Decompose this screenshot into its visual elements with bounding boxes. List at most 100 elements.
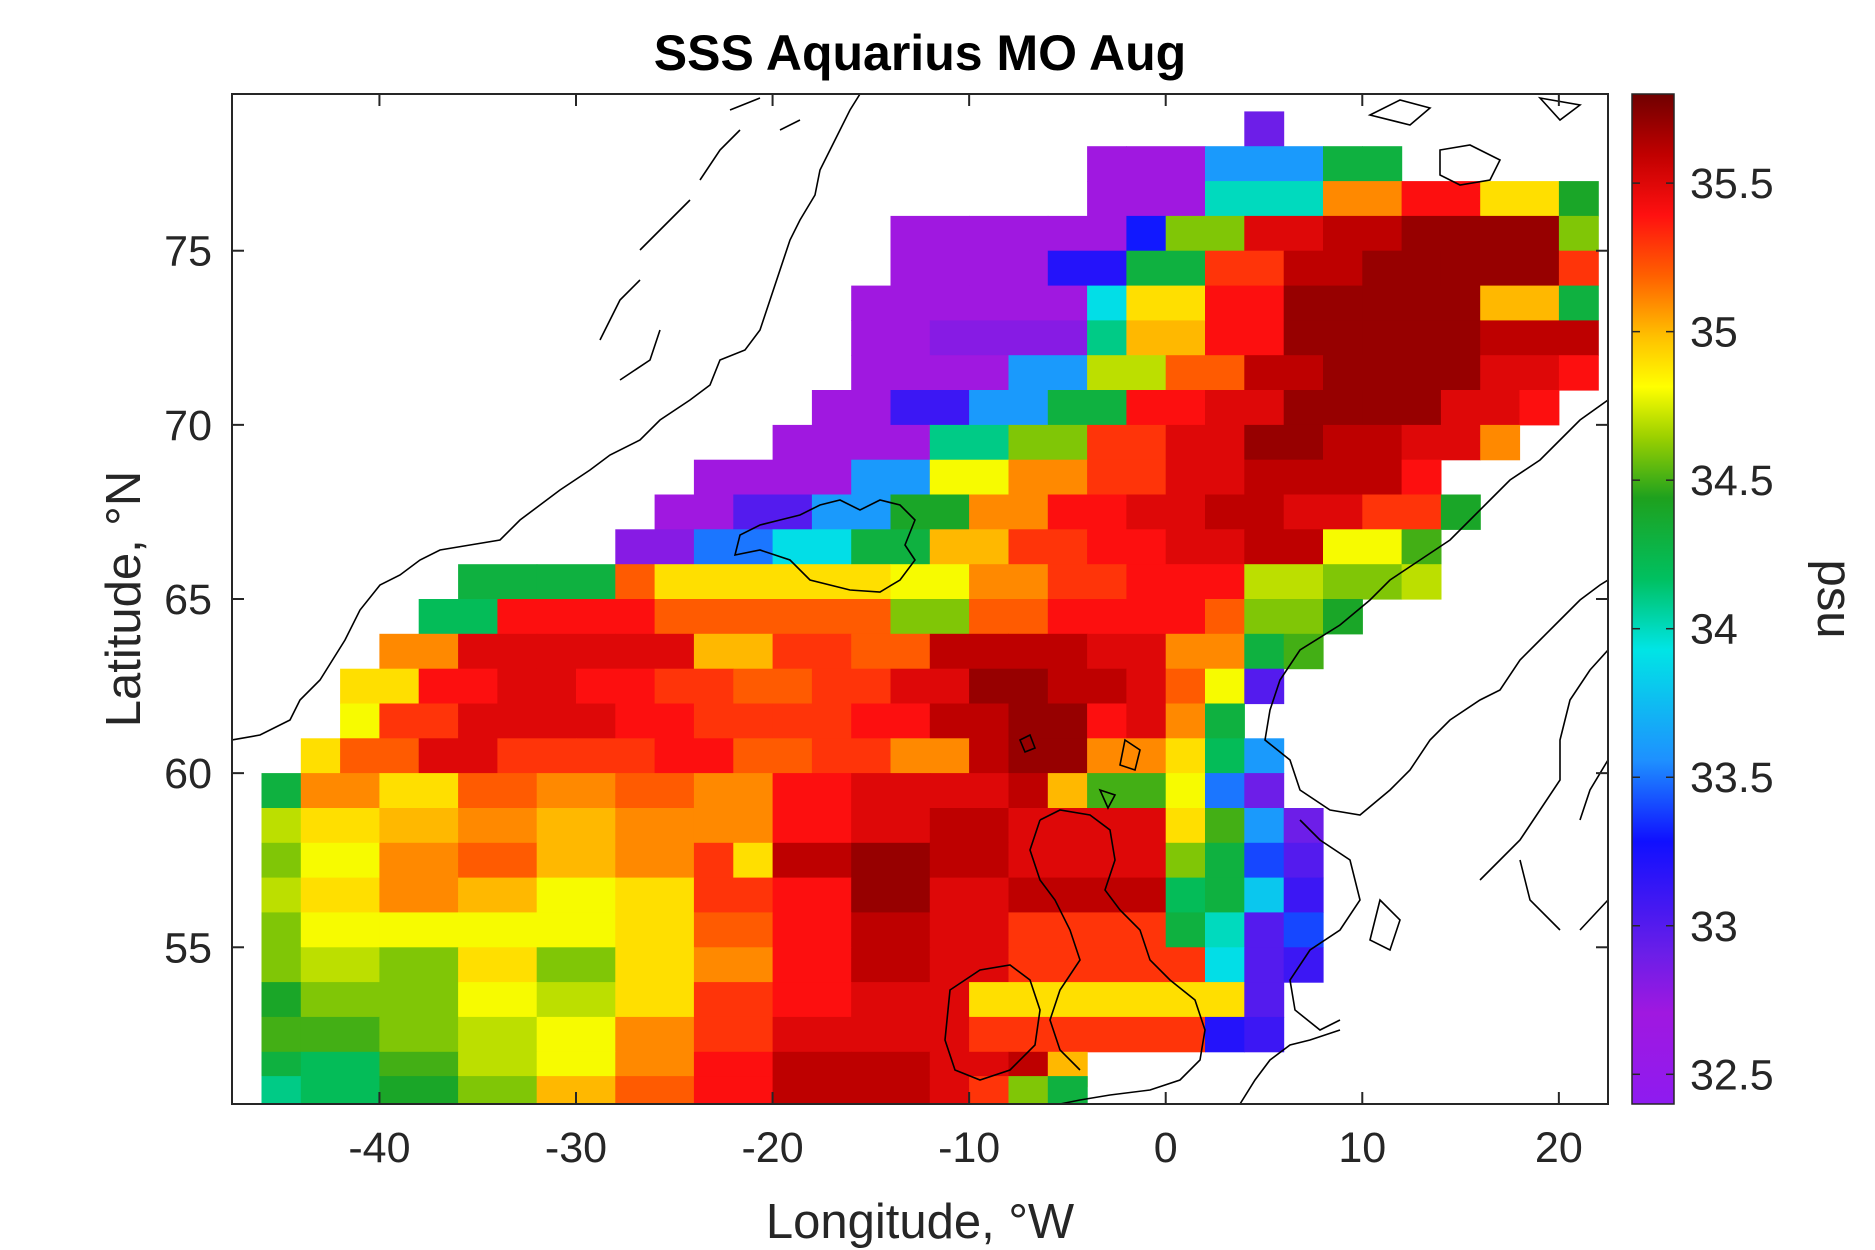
salinity-cell (969, 738, 1009, 774)
salinity-cell (851, 703, 931, 739)
salinity-cell (1480, 285, 1560, 321)
salinity-cell (1440, 250, 1560, 287)
salinity-cell (1126, 703, 1167, 739)
y-axis: 55 60 65 70 75 (164, 228, 1608, 972)
salinity-cell (300, 877, 380, 913)
salinity-cell (1047, 215, 1127, 252)
salinity-cell (300, 808, 380, 844)
salinity-cell (929, 424, 1009, 461)
salinity-cell (1558, 285, 1599, 321)
salinity-cell (340, 703, 380, 739)
salinity-cell (1362, 494, 1442, 530)
salinity-cell (929, 355, 1009, 391)
salinity-cell (654, 599, 892, 635)
colorbar-tick-label: 34 (1690, 606, 1738, 654)
salinity-cell (969, 564, 1049, 600)
salinity-cell (929, 633, 1009, 670)
salinity-cell (1165, 877, 1206, 913)
salinity-cell (969, 494, 1049, 530)
salinity-cell (890, 494, 970, 530)
salinity-cell (1087, 703, 1127, 739)
salinity-cell (851, 1016, 931, 1053)
salinity-cell (1244, 111, 1285, 147)
colorbar-tick-label: 33 (1690, 903, 1738, 951)
salinity-cell (300, 1016, 380, 1053)
salinity-cell (1126, 285, 1206, 321)
coastline-britain (1029, 809, 1206, 1104)
salinity-cell (772, 1076, 852, 1104)
salinity-cell (1205, 738, 1245, 774)
salinity-cell (300, 773, 380, 809)
salinity-cell (1244, 599, 1324, 635)
salinity-cell (1047, 668, 1127, 705)
salinity-cell (1087, 146, 1127, 182)
salinity-cell (1165, 215, 1245, 252)
salinity-cell (1087, 459, 1167, 496)
coastline-greenland (232, 94, 861, 741)
salinity-cell (1480, 215, 1560, 252)
salinity-cell (693, 1076, 774, 1104)
x-axis-label: Longitude, °W (766, 1195, 1075, 1249)
salinity-cell (379, 1076, 459, 1104)
salinity-cell (929, 459, 1009, 496)
salinity-cell (693, 982, 774, 1018)
salinity-cell (615, 564, 656, 600)
salinity-cell (300, 738, 341, 774)
salinity-cell (693, 703, 774, 739)
salinity-cell (1401, 355, 1481, 391)
salinity-cell (300, 982, 380, 1018)
salinity-cell (1558, 250, 1599, 287)
salinity-cell (969, 1076, 1009, 1104)
x-tick-label: 10 (1338, 1124, 1386, 1172)
salinity-cell (772, 424, 852, 461)
salinity-cell (851, 459, 931, 496)
salinity-cell (536, 912, 616, 948)
salinity-cell (1126, 250, 1206, 287)
x-tick-label: -30 (545, 1124, 607, 1172)
salinity-cell (693, 459, 774, 496)
salinity-cell (772, 808, 852, 844)
salinity-cell (300, 912, 380, 948)
salinity-cell (693, 633, 774, 670)
salinity-cell (1087, 355, 1167, 391)
salinity-cell (418, 599, 498, 635)
salinity-cell (1008, 320, 1088, 356)
salinity-cell (1047, 390, 1127, 426)
salinity-cell (1283, 285, 1363, 321)
salinity-cell (890, 390, 970, 426)
salinity-cell (929, 703, 1009, 739)
salinity-cell (851, 355, 931, 391)
salinity-cell (929, 808, 1009, 844)
salinity-cell (1323, 215, 1403, 252)
salinity-cell (1087, 285, 1127, 321)
salinity-cell (1126, 564, 1206, 600)
x-axis: -40 -30 -20 -10 0 10 20 (348, 94, 1583, 1172)
salinity-cell (693, 773, 774, 809)
salinity-cell (1205, 599, 1245, 635)
salinity-cell (654, 494, 734, 530)
colorbar-tick-label: 34.5 (1690, 457, 1774, 505)
salinity-cell (615, 877, 695, 913)
salinity-cell (1283, 842, 1324, 879)
salinity-cell (1362, 250, 1442, 287)
salinity-cell (340, 668, 420, 705)
salinity-cell (1205, 181, 1245, 217)
coastline-denmark (1289, 819, 1401, 1031)
salinity-cell (693, 842, 734, 879)
salinity-cell (772, 947, 852, 983)
salinity-cell (1205, 146, 1245, 182)
colorbar-label: psu (1807, 559, 1861, 638)
salinity-cell (969, 668, 1049, 705)
salinity-cell (536, 564, 616, 600)
salinity-cell (536, 947, 616, 983)
salinity-cell (1126, 146, 1206, 182)
salinity-cell (969, 1016, 1206, 1053)
salinity-cell (1205, 808, 1245, 844)
salinity-cell (1008, 877, 1167, 913)
salinity-cell (1008, 355, 1088, 391)
salinity-cell (576, 738, 656, 774)
salinity-cell (1008, 703, 1088, 739)
salinity-cell (576, 668, 656, 705)
salinity-cell (1440, 390, 1521, 426)
salinity-cell (772, 459, 852, 496)
